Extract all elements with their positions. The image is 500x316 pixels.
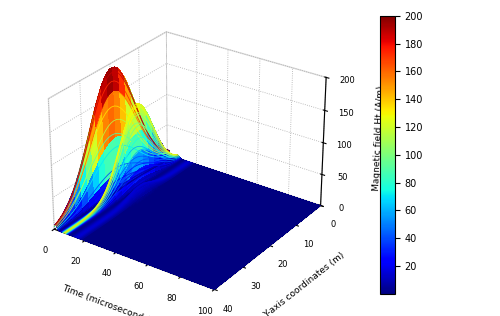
X-axis label: Time (microseconds): Time (microseconds) <box>61 283 152 316</box>
Y-axis label: Y-axis coordinates (m): Y-axis coordinates (m) <box>262 250 346 316</box>
